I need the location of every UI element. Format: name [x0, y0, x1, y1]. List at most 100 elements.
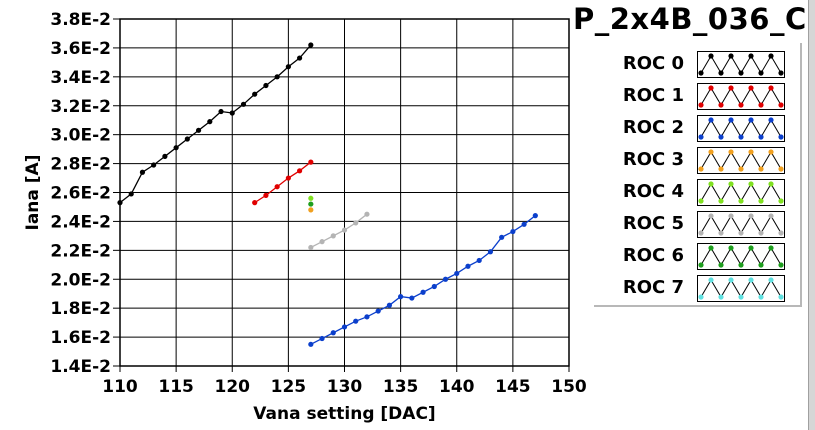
- legend-marker: [778, 230, 784, 236]
- legend-item: ROC 3: [594, 143, 800, 175]
- legend-marker: [698, 134, 704, 140]
- legend-swatch-graphic: [698, 213, 784, 236]
- legend-marker: [758, 134, 764, 140]
- legend-marker: [778, 134, 784, 140]
- legend-marker: [738, 134, 744, 140]
- legend-marker: [738, 262, 744, 268]
- data-point: [465, 263, 471, 269]
- data-point: [297, 168, 303, 174]
- data-point: [308, 201, 314, 207]
- legend-swatch: [697, 211, 785, 238]
- data-point: [195, 127, 202, 133]
- legend-swatch-graphic: [698, 149, 784, 172]
- legend-marker: [778, 166, 784, 172]
- data-point: [263, 192, 269, 198]
- legend-marker: [718, 294, 724, 300]
- data-point: [308, 195, 314, 201]
- legend-marker: [778, 294, 784, 300]
- legend-marker: [778, 70, 784, 76]
- legend-marker: [738, 166, 744, 172]
- legend-marker: [748, 245, 754, 251]
- data-point: [308, 341, 314, 347]
- legend-item: ROC 2: [594, 111, 800, 143]
- legend-marker: [778, 198, 784, 204]
- legend-marker: [738, 230, 744, 236]
- data-point: [274, 184, 280, 190]
- legend-label: ROC 3: [622, 149, 684, 170]
- legend-label: ROC 1: [622, 85, 684, 106]
- data-point: [353, 318, 359, 324]
- legend-marker: [748, 53, 754, 59]
- data-point: [128, 191, 134, 197]
- series-roc-2: [308, 213, 538, 347]
- data-point: [386, 302, 392, 308]
- legend-marker: [708, 277, 714, 283]
- series-line: [119, 44, 312, 204]
- legend-marker: [768, 117, 774, 123]
- x-tick-label: 125: [271, 377, 307, 397]
- data-point: [353, 220, 359, 226]
- legend-marker: [768, 149, 774, 155]
- data-point: [285, 175, 291, 181]
- data-point: [521, 221, 527, 227]
- legend-marker: [708, 213, 714, 219]
- legend-marker: [768, 181, 774, 187]
- y-tick-label: 3.8E-2: [50, 10, 111, 30]
- legend-label: ROC 0: [622, 53, 684, 74]
- legend-marker: [728, 181, 734, 187]
- legend-swatch: [697, 243, 785, 270]
- legend-marker: [758, 294, 764, 300]
- data-point: [319, 239, 325, 245]
- x-tick-label: 110: [102, 377, 138, 397]
- legend-label: ROC 6: [622, 245, 684, 266]
- legend-marker: [738, 294, 744, 300]
- legend-marker: [738, 70, 744, 76]
- data-point: [162, 153, 168, 159]
- window-edge: [808, 0, 815, 430]
- data-point: [499, 234, 505, 240]
- series-roc-3: [308, 207, 314, 213]
- data-point: [487, 249, 494, 255]
- y-tick-label: 3.6E-2: [50, 39, 111, 59]
- legend-swatch-graphic: [698, 85, 784, 108]
- legend-marker: [708, 245, 714, 251]
- legend-marker: [728, 117, 734, 123]
- data-point: [218, 108, 224, 115]
- legend-marker: [748, 277, 754, 283]
- data-point: [341, 227, 348, 233]
- y-tick-label: 3.0E-2: [50, 126, 111, 146]
- legend-swatch-graphic: [698, 53, 784, 76]
- legend-swatch-graphic: [698, 117, 784, 140]
- legend-marker: [728, 149, 734, 155]
- legend-marker: [698, 70, 704, 76]
- data-point: [532, 213, 538, 219]
- x-tick-label: 145: [495, 377, 531, 397]
- legend-marker: [708, 149, 714, 155]
- y-tick-label: 3.2E-2: [50, 97, 111, 117]
- legend-marker: [708, 53, 714, 59]
- chart-title: P_2x4B_036_C: [573, 2, 807, 36]
- legend-marker: [748, 85, 754, 91]
- series-roc-0: [117, 42, 314, 206]
- data-point: [252, 200, 258, 206]
- legend-marker: [718, 102, 724, 108]
- x-tick-label: 140: [439, 377, 475, 397]
- data-point: [375, 308, 381, 314]
- data-point: [510, 228, 516, 235]
- series-roc-5: [308, 211, 370, 251]
- series-line: [254, 161, 312, 204]
- x-tick-label: 130: [327, 377, 363, 397]
- legend-marker: [698, 166, 704, 172]
- legend-swatch: [697, 275, 785, 302]
- legend-marker: [758, 230, 764, 236]
- legend-marker: [728, 85, 734, 91]
- legend-swatch: [697, 179, 785, 206]
- legend-marker: [768, 85, 774, 91]
- data-point: [184, 136, 190, 142]
- legend-marker: [778, 102, 784, 108]
- legend-marker: [758, 198, 764, 204]
- legend-marker: [768, 53, 774, 59]
- data-point: [431, 283, 437, 290]
- data-point: [319, 335, 325, 342]
- legend-marker: [708, 181, 714, 187]
